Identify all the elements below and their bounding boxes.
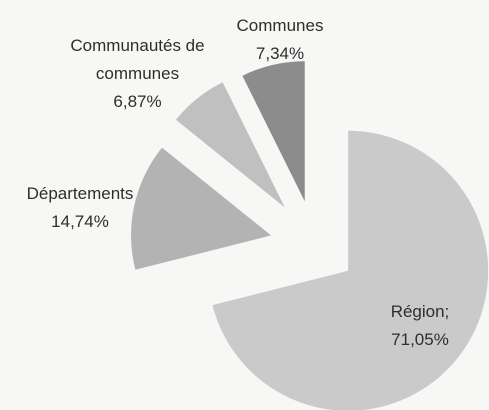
value-label: 71,05% xyxy=(391,330,449,349)
category-label: Communes xyxy=(236,16,324,35)
category-label: Départements xyxy=(26,184,134,203)
value-label: 14,74% xyxy=(51,212,109,231)
slice-label: Région; 71,05% xyxy=(355,298,485,354)
pie-slice xyxy=(212,130,489,410)
value-label: 7,34% xyxy=(255,44,305,63)
slice-label: Communautés de communes 6,87% xyxy=(50,32,225,116)
slice-label: Départements 14,74% xyxy=(0,180,160,236)
slice-label: Communes 7,34% xyxy=(205,12,355,68)
pie-slice xyxy=(131,147,272,270)
category-label: Communautés de communes xyxy=(70,36,205,83)
pie-slice xyxy=(242,61,305,202)
category-label: Région; xyxy=(390,302,450,321)
pie-slice xyxy=(175,82,285,208)
value-label: 6,87% xyxy=(113,92,162,111)
